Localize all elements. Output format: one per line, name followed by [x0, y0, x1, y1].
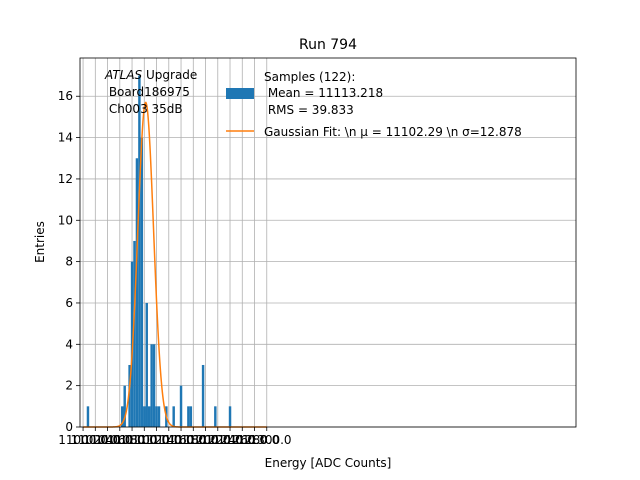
histogram-bar — [86, 406, 90, 427]
x-tick-label: 11140.0 — [144, 433, 194, 447]
ticks-layer: 11000.011020.011040.011060.011080.011100… — [58, 89, 292, 447]
x-tick-label: 11040.0 — [83, 433, 133, 447]
y-tick-label: 16 — [58, 89, 73, 103]
histogram-bar — [187, 406, 190, 427]
x-tick-label: 11260.0 — [217, 433, 267, 447]
annotation-line-2: Board186975 — [105, 85, 190, 99]
x-tick-label: 11240.0 — [205, 433, 255, 447]
histogram-bar — [140, 137, 144, 427]
annotation-upgrade: Upgrade — [142, 68, 197, 82]
y-tick-label: 0 — [65, 420, 73, 434]
histogram-bar — [121, 406, 124, 427]
histogram-bar — [172, 406, 175, 427]
y-tick-label: 14 — [58, 131, 73, 145]
y-tick-label: 10 — [58, 213, 73, 227]
histogram-bar — [145, 302, 148, 427]
y-tick-label: 2 — [65, 379, 73, 393]
histogram-bar — [128, 364, 131, 427]
plot-frame — [79, 57, 577, 428]
y-tick-label: 4 — [65, 337, 73, 351]
histogram-bar — [147, 406, 151, 427]
x-tick-label: 11080.0 — [107, 433, 157, 447]
grid-layer — [80, 58, 576, 428]
y-tick-label: 6 — [65, 296, 73, 310]
x-tick-label: 11100.0 — [119, 433, 169, 447]
histogram-bar — [189, 406, 193, 427]
x-tick-label: 11180.0 — [168, 433, 218, 447]
legend-samples-swatch — [226, 88, 254, 99]
legend-samples-line-2: Mean = 11113.218 — [264, 86, 383, 100]
histogram-bar — [179, 385, 183, 427]
histogram-bar — [157, 406, 161, 427]
x-tick-label: 11220.0 — [193, 433, 243, 447]
histogram-bar — [214, 406, 217, 427]
histogram-bar — [123, 385, 126, 427]
histogram-bar — [133, 240, 136, 427]
x-axis-label: Energy [ADC Counts] — [265, 456, 392, 470]
chart-title: Run 794 — [299, 37, 357, 53]
x-tick-label: 11200.0 — [181, 433, 231, 447]
x-tick-label: 11020.0 — [70, 433, 120, 447]
x-tick-label: 11160.0 — [156, 433, 206, 447]
histogram-bar — [150, 344, 153, 427]
histogram-bar — [201, 364, 205, 427]
x-tick-label: 11000.0 — [58, 433, 108, 447]
histogram-bar — [135, 158, 139, 427]
annotation-line-3: Ch003 35dB — [105, 102, 183, 116]
y-axis-label: Entries — [33, 221, 47, 263]
x-tick-label: 11280.0 — [230, 433, 280, 447]
atlas-annotation: ATLAS Upgrade Board186975 Ch003 35dB — [104, 68, 197, 116]
legend: Samples (122): Mean = 11113.218 RMS = 39… — [226, 70, 522, 139]
x-tick-label: 11300.0 — [242, 433, 292, 447]
x-tick-label: 11120.0 — [132, 433, 182, 447]
annotation-line-1: ATLAS Upgrade — [104, 68, 197, 82]
y-tick-label: 8 — [65, 255, 73, 269]
histogram-bar — [228, 406, 232, 427]
histogram-bar — [155, 406, 158, 427]
legend-samples-line-3: RMS = 39.833 — [264, 103, 354, 117]
histogram-bar — [138, 75, 141, 428]
y-tick-label: 12 — [58, 172, 73, 186]
histogram-bar — [152, 344, 156, 427]
annotation-atlas: ATLAS — [104, 68, 143, 82]
x-tick-label: 11060.0 — [95, 433, 145, 447]
legend-samples-line-1: Samples (122): — [264, 70, 355, 84]
legend-fit-label: Gaussian Fit: \n μ = 11102.29 \n σ=12.87… — [264, 125, 522, 139]
histogram-bar — [143, 406, 146, 427]
